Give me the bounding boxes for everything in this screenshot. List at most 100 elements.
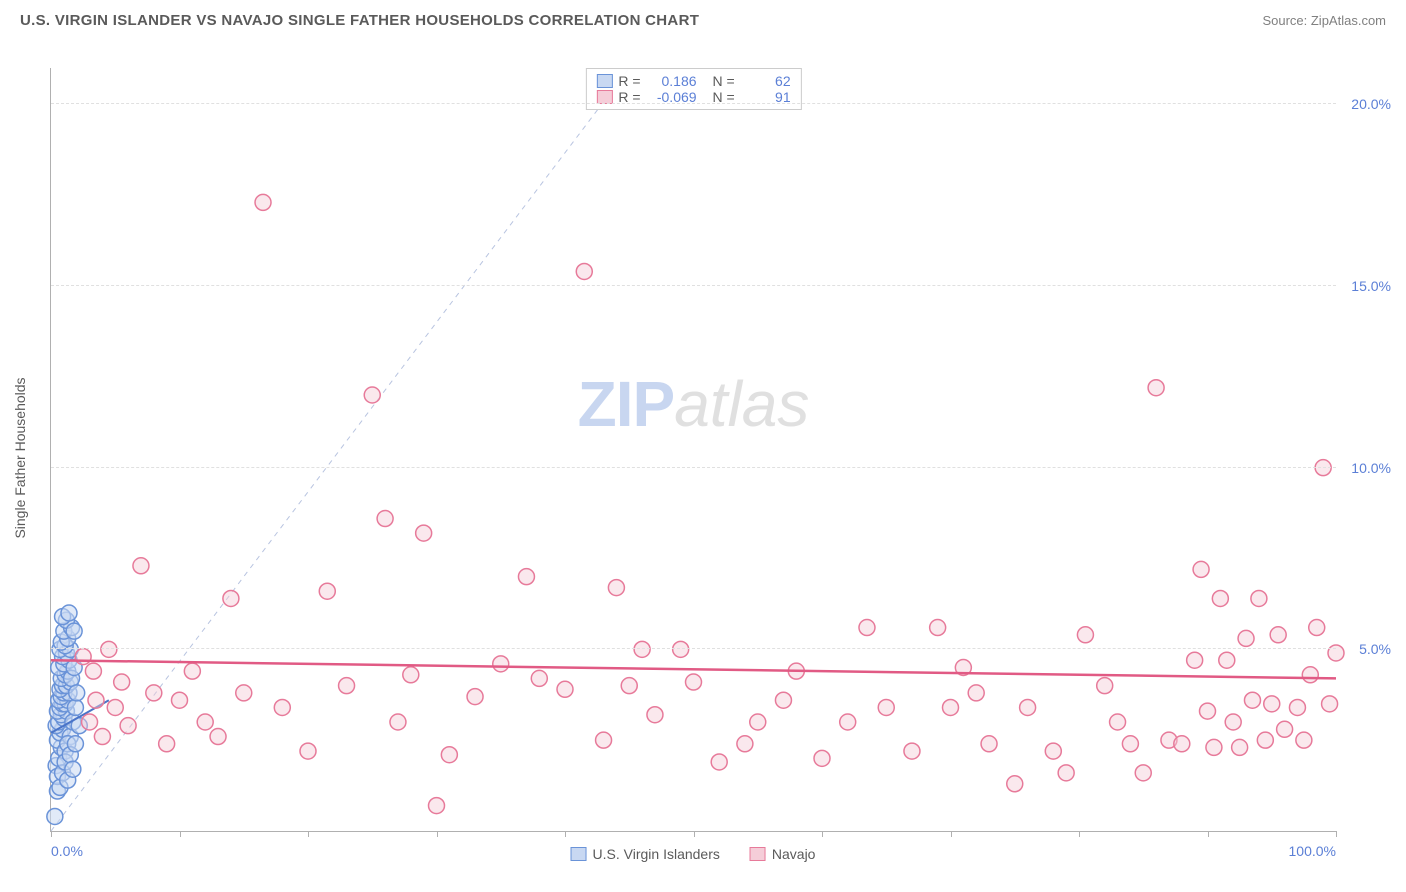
data-point — [878, 699, 894, 715]
data-point — [1238, 630, 1254, 646]
x-tick-mark — [822, 831, 823, 837]
data-point — [930, 620, 946, 636]
chart-header: U.S. VIRGIN ISLANDER VS NAVAJO SINGLE FA… — [0, 0, 1406, 37]
x-tick-mark — [1079, 831, 1080, 837]
data-point — [493, 656, 509, 672]
chart-title: U.S. VIRGIN ISLANDER VS NAVAJO SINGLE FA… — [20, 12, 699, 29]
data-point — [840, 714, 856, 730]
data-point — [647, 707, 663, 723]
data-point — [1193, 561, 1209, 577]
data-point — [1302, 667, 1318, 683]
legend-item: U.S. Virgin Islanders — [571, 846, 720, 862]
data-point — [94, 729, 110, 745]
data-point — [1007, 776, 1023, 792]
data-point — [531, 670, 547, 686]
data-point — [197, 714, 213, 730]
data-point — [621, 678, 637, 694]
data-point — [775, 692, 791, 708]
data-point — [981, 736, 997, 752]
legend-swatch — [571, 847, 587, 861]
data-point — [69, 685, 85, 701]
data-point — [1322, 696, 1338, 712]
data-point — [120, 718, 136, 734]
data-point — [339, 678, 355, 694]
data-point — [859, 620, 875, 636]
data-point — [441, 747, 457, 763]
data-point — [1264, 696, 1280, 712]
chart-source: Source: ZipAtlas.com — [1262, 13, 1386, 28]
data-point — [82, 714, 98, 730]
stats-swatch — [596, 74, 612, 88]
data-point — [1232, 739, 1248, 755]
stats-swatch — [596, 90, 612, 104]
data-point — [133, 558, 149, 574]
data-point — [429, 798, 445, 814]
x-tick-label: 100.0% — [1289, 843, 1336, 859]
data-point — [1257, 732, 1273, 748]
data-point — [47, 808, 63, 824]
data-point — [1200, 703, 1216, 719]
data-point — [1289, 699, 1305, 715]
data-point — [146, 685, 162, 701]
bottom-legend: U.S. Virgin Islanders Navajo — [571, 846, 816, 862]
y-axis-label: Single Father Households — [12, 377, 28, 538]
data-point — [67, 699, 83, 715]
data-point — [1097, 678, 1113, 694]
x-tick-mark — [308, 831, 309, 837]
y-tick-label: 10.0% — [1351, 460, 1391, 476]
stats-r-value: 0.186 — [647, 73, 697, 89]
data-point — [85, 663, 101, 679]
y-tick-label: 5.0% — [1359, 641, 1391, 657]
data-point — [968, 685, 984, 701]
data-point — [467, 689, 483, 705]
data-point — [1225, 714, 1241, 730]
data-point — [159, 736, 175, 752]
stats-n-label: N = — [712, 73, 734, 89]
x-tick-mark — [1336, 831, 1337, 837]
data-point — [274, 699, 290, 715]
data-point — [1058, 765, 1074, 781]
data-point — [1219, 652, 1235, 668]
x-tick-label: 0.0% — [51, 843, 83, 859]
x-tick-mark — [951, 831, 952, 837]
data-point — [1122, 736, 1138, 752]
gridline — [51, 467, 1336, 468]
stats-row: R = 0.186 N = 62 — [596, 73, 790, 89]
data-point — [88, 692, 104, 708]
data-point — [557, 681, 573, 697]
data-point — [67, 736, 83, 752]
data-point — [61, 605, 77, 621]
data-point — [319, 583, 335, 599]
x-tick-mark — [180, 831, 181, 837]
data-point — [114, 674, 130, 690]
data-point — [236, 685, 252, 701]
plot-svg — [51, 68, 1336, 831]
data-point — [711, 754, 727, 770]
data-point — [223, 590, 239, 606]
gridline — [51, 285, 1336, 286]
data-point — [65, 761, 81, 777]
data-point — [184, 663, 200, 679]
data-point — [1148, 380, 1164, 396]
data-point — [377, 511, 393, 527]
data-point — [1187, 652, 1203, 668]
data-point — [1020, 699, 1036, 715]
gridline — [51, 103, 1336, 104]
data-point — [1206, 739, 1222, 755]
data-point — [300, 743, 316, 759]
data-point — [737, 736, 753, 752]
x-tick-mark — [694, 831, 695, 837]
data-point — [1244, 692, 1260, 708]
legend-label: Navajo — [772, 846, 816, 862]
data-point — [66, 623, 82, 639]
data-point — [1045, 743, 1061, 759]
x-tick-mark — [51, 831, 52, 837]
data-point — [1135, 765, 1151, 781]
data-point — [1277, 721, 1293, 737]
gridline — [51, 648, 1336, 649]
legend-label: U.S. Virgin Islanders — [593, 846, 720, 862]
data-point — [814, 750, 830, 766]
data-point — [608, 580, 624, 596]
legend-swatch — [750, 847, 766, 861]
data-point — [1251, 590, 1267, 606]
